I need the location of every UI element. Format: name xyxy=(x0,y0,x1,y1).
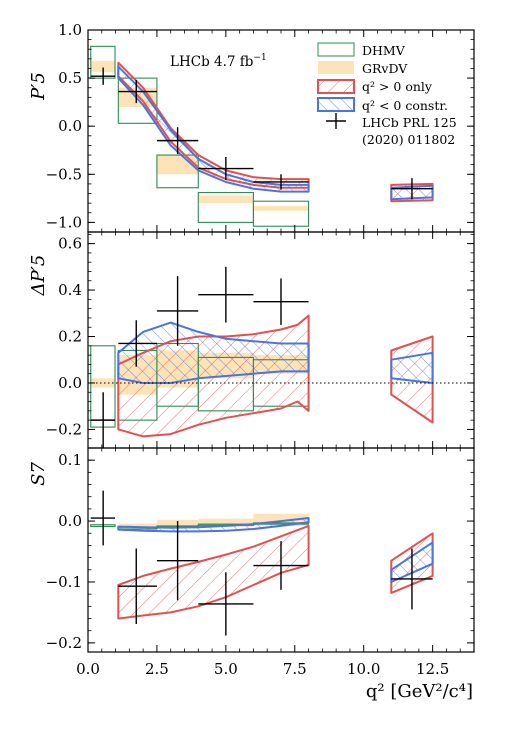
legend-label-data: LHCb PRL 125 xyxy=(362,115,457,130)
xtick-label: 0.0 xyxy=(76,660,100,678)
ytick-label: 0.0 xyxy=(58,512,82,530)
ytick-label: 0.0 xyxy=(58,374,82,392)
data-point xyxy=(253,174,309,190)
ytick-label: 0.4 xyxy=(58,281,82,299)
xtick-label: 10.0 xyxy=(347,660,380,678)
ytick-label: 0.5 xyxy=(58,69,82,87)
data-point xyxy=(90,392,116,448)
legend-swatch-grvdv xyxy=(318,61,354,74)
xtick-label: 12.5 xyxy=(416,660,449,678)
legend-label-data-ref: (2020) 011802 xyxy=(362,132,455,147)
ylabel-delta-p5: ΔP′5 xyxy=(28,255,49,297)
data-point xyxy=(253,278,309,325)
ylabel-s7: S7 xyxy=(28,462,49,486)
data-point xyxy=(198,156,254,181)
data-point xyxy=(156,521,199,601)
ytick-label: −1.0 xyxy=(46,213,82,231)
ytick-label: 1.0 xyxy=(58,21,82,39)
data-point xyxy=(391,548,433,610)
data-point xyxy=(156,127,199,155)
legend-swatch-red xyxy=(317,79,355,94)
data-point xyxy=(156,276,199,346)
data-point xyxy=(391,178,433,200)
legend-label-red: q² > 0 only xyxy=(362,79,433,94)
data-point xyxy=(118,320,157,367)
red-band xyxy=(117,524,310,620)
legend-swatch-blue xyxy=(317,97,355,112)
data-point xyxy=(90,490,116,546)
legend-label-blue: q² < 0 constr. xyxy=(362,98,448,113)
chart-panels: −1.0 −0.5 0.0 0.5 1.0 −0.2 0.0 0.2 0.4 0.6 −0.2 −0.… xyxy=(46,21,475,678)
data-point xyxy=(198,266,254,323)
grvdv-bin xyxy=(198,518,254,528)
xtick-label: 2.5 xyxy=(145,660,169,678)
ytick-label: 0.1 xyxy=(58,451,82,469)
dhmv-bin xyxy=(117,77,158,124)
grvdv-bin xyxy=(90,378,116,388)
ylabel-p5: P′5 xyxy=(28,72,49,101)
ytick-label: −0.2 xyxy=(46,634,82,652)
ytick-label: −0.5 xyxy=(46,165,82,183)
data-point xyxy=(253,541,309,590)
data-point xyxy=(198,572,254,636)
legend-swatch-data xyxy=(326,113,346,129)
grvdv-bin xyxy=(118,523,157,529)
legend: DHMV GRvDV q² > 0 only q² < 0 constr. LH… xyxy=(317,42,457,147)
grvdv-bin xyxy=(90,60,116,73)
dhmv-bin xyxy=(252,200,310,227)
grvdv-bin xyxy=(253,206,309,211)
panel-P5prime-plot xyxy=(90,45,434,227)
ytick-label: 0.2 xyxy=(58,328,82,346)
data-point xyxy=(90,67,116,85)
legend-label-dhmv: DHMV xyxy=(362,43,406,58)
xlabel: q² [GeV²/c⁴] xyxy=(366,681,473,702)
chart-annotation: LHCb 4.7 fb−1 xyxy=(170,53,267,70)
xtick-label: 5.0 xyxy=(214,660,238,678)
data-point xyxy=(118,80,157,104)
panel-S7-plot xyxy=(90,490,434,636)
grvdv-bin xyxy=(198,195,254,204)
legend-swatch-dhmv xyxy=(317,42,355,57)
ytick-label: 0.0 xyxy=(58,117,82,135)
data-point xyxy=(118,548,157,624)
panel-DeltaP5prime-plot xyxy=(88,266,474,448)
xtick-label: 7.5 xyxy=(283,660,307,678)
ytick-label: −0.2 xyxy=(46,420,82,438)
legend-label-grvdv: GRvDV xyxy=(362,61,408,76)
ytick-label: 0.6 xyxy=(58,235,82,253)
blue-band xyxy=(117,517,310,533)
ytick-label: −0.1 xyxy=(46,573,82,591)
blue-band xyxy=(117,65,310,193)
